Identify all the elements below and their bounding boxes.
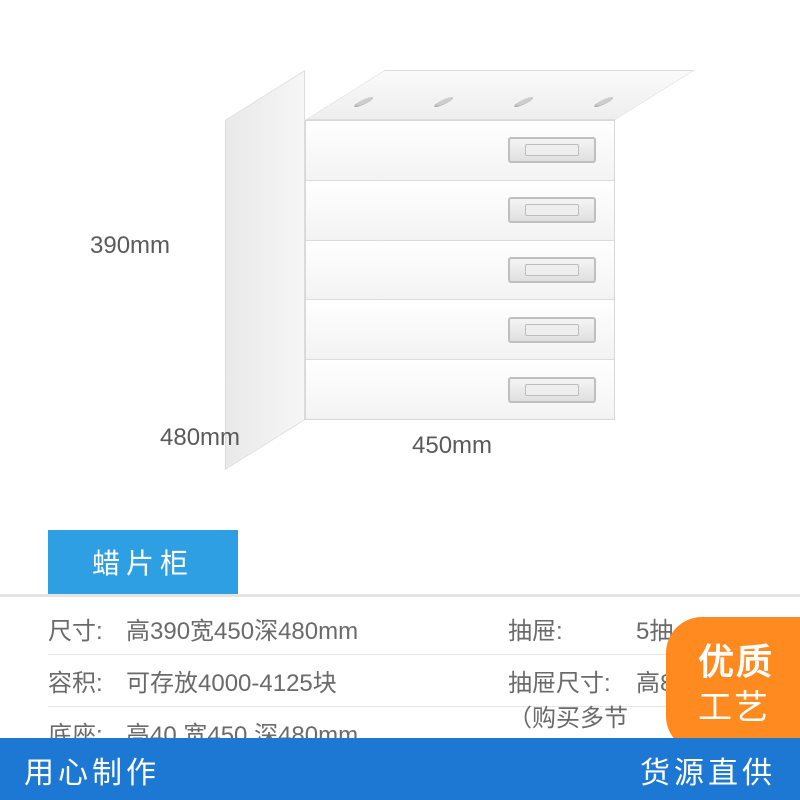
drawer-handle-icon bbox=[508, 377, 596, 403]
spec-key: 抽屉尺寸: bbox=[508, 663, 636, 698]
drawer-handle-icon bbox=[508, 257, 596, 283]
dimension-width: 450mm bbox=[412, 432, 492, 460]
bolt-icon bbox=[431, 97, 457, 107]
craft-badge-line1: 优质 bbox=[698, 639, 774, 686]
cabinet-top-face bbox=[305, 70, 695, 120]
drawer-handle-icon bbox=[508, 197, 596, 223]
drawer bbox=[306, 241, 614, 301]
cabinet-side-face bbox=[225, 70, 305, 470]
spec-key: 容积: bbox=[48, 663, 126, 698]
cabinet-illustration bbox=[225, 60, 615, 420]
spec-row: 容积: 可存放4000-4125块 抽屉尺寸: 高80 宽 bbox=[48, 655, 752, 707]
footer-left: 用心制作 bbox=[24, 748, 160, 792]
spec-key: 抽屉: bbox=[508, 611, 636, 646]
product-stage: 390mm 480mm 450mm bbox=[0, 0, 800, 530]
bolt-icon bbox=[351, 97, 377, 107]
bolt-icon bbox=[591, 97, 617, 107]
spec-value: 可存放4000-4125块 bbox=[126, 663, 508, 698]
dimension-depth: 480mm bbox=[160, 424, 240, 452]
bolt-icon bbox=[511, 97, 537, 107]
craft-badge: 优质 工艺 bbox=[666, 617, 800, 752]
footer-bar: 用心制作 货源直供 bbox=[0, 738, 800, 800]
drawer bbox=[306, 360, 614, 419]
spec-title: 蜡片柜 bbox=[48, 530, 238, 594]
drawer-handle-icon bbox=[508, 137, 596, 163]
drawer bbox=[306, 121, 614, 181]
drawer bbox=[306, 300, 614, 360]
drawer-handle-icon bbox=[508, 317, 596, 343]
footer-right: 货源直供 bbox=[640, 748, 776, 792]
spec-row: 尺寸: 高390宽450深480mm 抽屉: 5抽 bbox=[48, 603, 752, 655]
spec-key: 尺寸: bbox=[48, 611, 126, 646]
dimension-height: 390mm bbox=[90, 232, 170, 260]
spec-value: 高390宽450深480mm bbox=[126, 611, 508, 646]
craft-badge-line2: 工艺 bbox=[698, 686, 774, 730]
cabinet-front-face bbox=[305, 120, 615, 420]
drawer bbox=[306, 181, 614, 241]
